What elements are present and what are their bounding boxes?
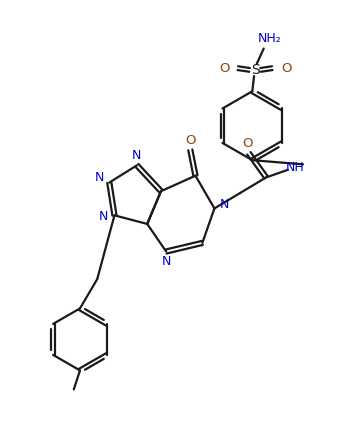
Text: O: O: [185, 134, 196, 147]
Text: N: N: [99, 209, 108, 223]
Text: N: N: [161, 255, 171, 269]
Text: O: O: [219, 62, 229, 75]
Text: NH₂: NH₂: [258, 32, 282, 45]
Text: S: S: [251, 63, 259, 77]
Text: O: O: [281, 62, 291, 75]
Text: N: N: [95, 171, 104, 184]
Text: NH: NH: [286, 161, 305, 174]
Text: O: O: [242, 137, 252, 150]
Text: N: N: [219, 198, 229, 212]
Text: N: N: [132, 149, 142, 162]
